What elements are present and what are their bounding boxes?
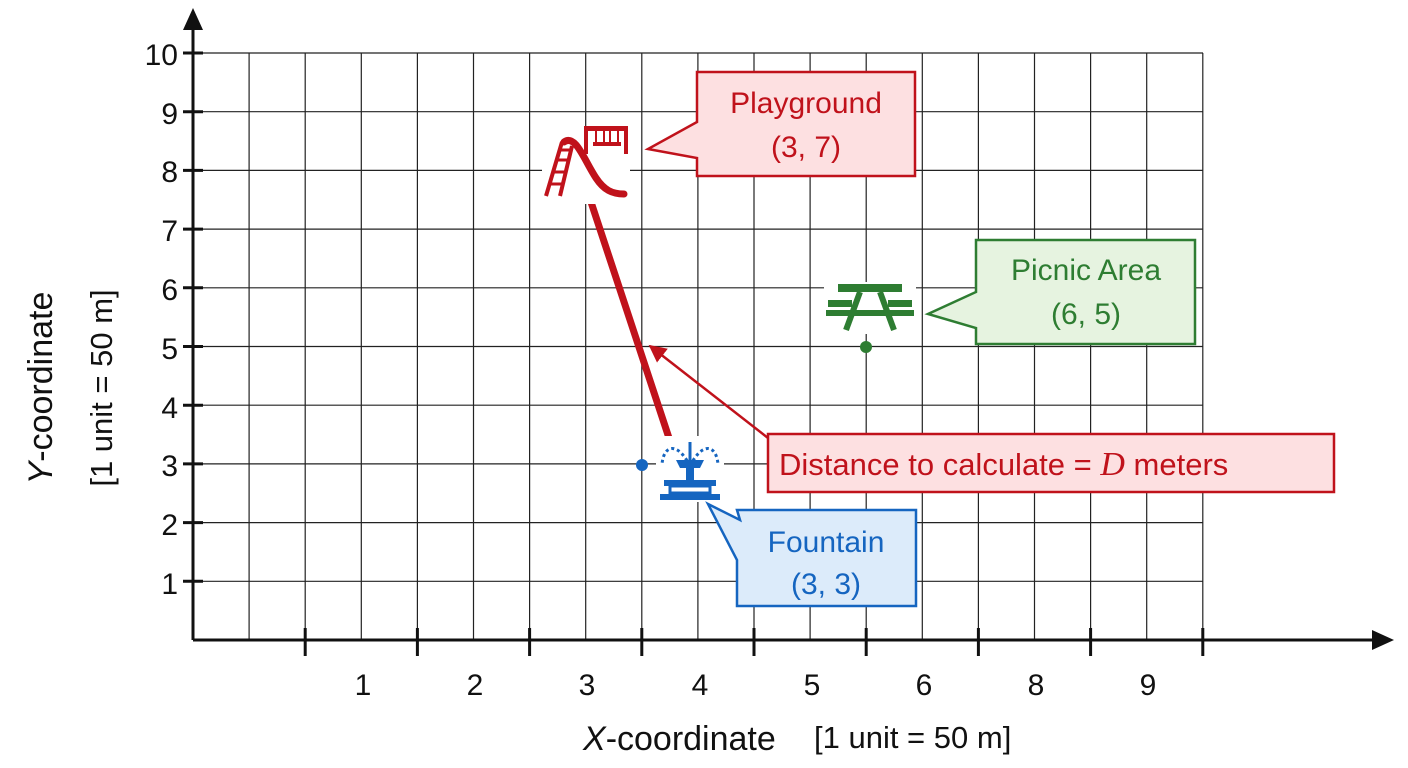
y-tick-label: 6 — [161, 274, 178, 307]
distance-variable: D — [1099, 446, 1125, 483]
y-axis-title-var: Y — [22, 459, 60, 484]
distance-prefix: Distance to calculate = — [779, 447, 1100, 482]
y-tick-label: 10 — [145, 39, 178, 72]
picnic-callout: Picnic Area (6, 5) — [924, 238, 1197, 346]
y-tick-label: 4 — [161, 392, 178, 425]
fountain-label: Fountain — [768, 526, 885, 559]
x-tick-label: 3 — [579, 669, 596, 702]
x-tick-marks — [303, 628, 1205, 656]
x-tick-label: 9 — [1140, 669, 1157, 702]
x-axis-title-var: X — [582, 720, 607, 758]
x-tick-label: 1 — [355, 669, 372, 702]
distance-line — [587, 198, 673, 442]
distance-suffix: meters — [1125, 447, 1228, 482]
x-axis-title: X-coordinate — [582, 720, 776, 758]
x-tick-label: 5 — [804, 669, 821, 702]
distance-label: Distance to calculate = D meters — [779, 446, 1228, 483]
y-tick-label: 9 — [161, 98, 178, 131]
fountain-callout: Fountain (3, 3) — [705, 501, 918, 608]
picnic-table-icon — [824, 282, 916, 334]
y-tick-label: 2 — [161, 509, 178, 542]
playground-coords: (3, 7) — [771, 131, 841, 164]
x-axis-title-text: -coordinate — [606, 720, 776, 758]
y-axis-title-unit: [1 unit = 50 m] — [84, 289, 119, 486]
x-axis-title-unit: [1 unit = 50 m] — [814, 720, 1011, 755]
y-axis-title-text: -coordinate — [22, 292, 60, 462]
x-axis-arrowhead — [1372, 630, 1394, 650]
y-tick-label: 3 — [161, 450, 178, 483]
picnic-coords: (6, 5) — [1051, 298, 1121, 331]
playground-callout: Playground (3, 7) — [644, 70, 917, 178]
picnic-point — [860, 341, 872, 353]
x-tick-label: 4 — [692, 669, 709, 702]
y-tick-label: 5 — [161, 333, 178, 366]
y-axis-title: Y-coordinate [1 unit = 50 m] — [22, 289, 119, 486]
axes — [183, 8, 1394, 650]
distance-box: Distance to calculate = D meters — [766, 432, 1336, 494]
picnic-label: Picnic Area — [1011, 254, 1161, 287]
slide-swing-icon — [542, 126, 630, 204]
x-tick-label: 6 — [916, 669, 933, 702]
distance-arrow — [648, 344, 769, 439]
y-tick-marks — [183, 51, 203, 583]
fountain-point — [636, 459, 648, 471]
playground-label: Playground — [730, 87, 882, 120]
fountain-icon — [656, 436, 724, 502]
y-tick-label: 8 — [161, 156, 178, 189]
fountain-coords: (3, 3) — [791, 568, 861, 601]
y-tick-label: 1 — [161, 568, 178, 601]
y-tick-label: 7 — [161, 215, 178, 248]
y-axis-arrowhead — [183, 8, 203, 30]
x-tick-label: 8 — [1028, 669, 1045, 702]
svg-text:Y-coordinate: Y-coordinate — [22, 292, 60, 485]
x-tick-label: 2 — [467, 669, 484, 702]
x-tick-labels: 1 2 3 4 5 6 8 9 — [355, 669, 1157, 702]
y-tick-labels: 1 2 3 4 5 6 7 8 9 10 — [145, 39, 178, 601]
